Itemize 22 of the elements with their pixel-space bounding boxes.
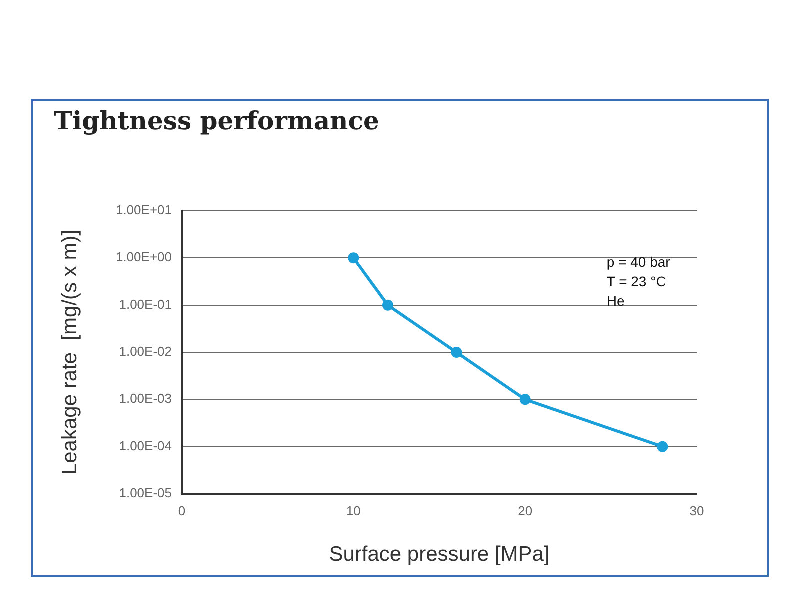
y-tick-label: 1.00E+01 [116, 202, 172, 218]
chart-title: Tightness performance [54, 106, 380, 136]
y-tick-label: 1.00E-04 [119, 438, 172, 454]
x-tick-label: 30 [690, 503, 704, 518]
y-axis-title: Leakage rate [mg/(s x m)] [58, 230, 82, 476]
y-tick-label: 1.00E-02 [119, 344, 172, 360]
x-tick-label: 10 [346, 503, 361, 518]
y-tick-label: 1.00E+00 [116, 250, 172, 265]
point [348, 252, 360, 264]
annotation: T = 23 °C [606, 273, 666, 290]
point [382, 300, 394, 311]
point [451, 347, 462, 358]
y-tick-label: 1.00E-03 [119, 391, 172, 406]
y-tick-label: 1.00E-05 [119, 486, 172, 501]
x-axis-title: Surface pressure [MPa] [329, 543, 550, 566]
y-tick-label: 1.00E-01 [119, 296, 172, 312]
x-tick-label: 20 [518, 503, 533, 518]
point [520, 394, 531, 406]
annotation: He [606, 292, 625, 309]
annotation: p = 40 bar [606, 254, 671, 270]
x-tick-label: 0 [178, 503, 186, 518]
point [657, 441, 668, 452]
